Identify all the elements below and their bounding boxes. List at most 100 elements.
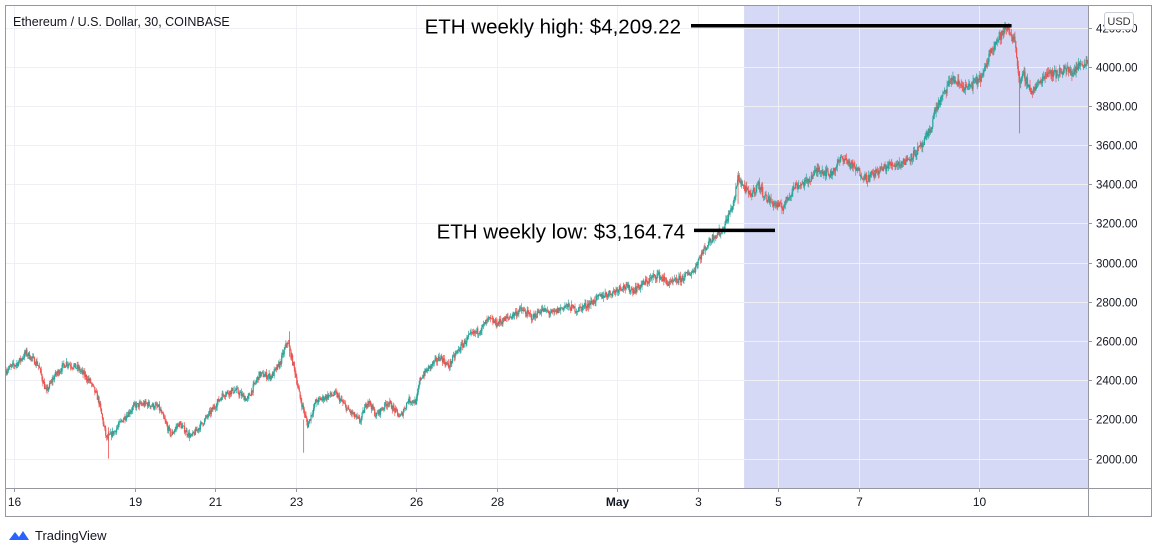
candle-body	[915, 154, 917, 157]
candle-body	[821, 170, 823, 172]
candle-body	[701, 252, 703, 255]
candle-body	[52, 378, 54, 382]
candle-body	[247, 395, 249, 399]
candle-body	[1024, 71, 1026, 82]
candle-body	[858, 168, 860, 171]
candle-body	[626, 284, 628, 286]
currency-badge[interactable]: USD	[1104, 12, 1134, 30]
candle-body	[906, 158, 908, 161]
candle-body	[143, 402, 145, 406]
candle-body	[571, 304, 574, 306]
candle-body	[1026, 77, 1028, 84]
candle-body	[26, 349, 28, 356]
candle-body	[270, 375, 272, 380]
candle-body	[533, 314, 535, 318]
candle-body	[295, 374, 297, 377]
candle-body	[866, 175, 868, 183]
candle-body	[90, 378, 92, 384]
y-tick-label: 2200.00	[1096, 415, 1138, 427]
candle-body	[129, 412, 131, 415]
candle-body	[168, 426, 171, 429]
candle-body	[979, 74, 982, 82]
candle-body	[1061, 71, 1063, 75]
candle-body	[890, 164, 892, 166]
candle-body	[408, 397, 410, 403]
candle-body	[100, 403, 102, 409]
candle-body	[914, 150, 916, 157]
candle-body	[514, 313, 516, 316]
candle-body	[480, 330, 482, 333]
candle-body	[567, 303, 569, 308]
candle-body	[261, 372, 264, 374]
candle-body	[659, 277, 662, 280]
candle-body	[553, 310, 555, 312]
candle-body	[43, 381, 46, 389]
candle-body	[838, 160, 840, 162]
tradingview-logo[interactable]: TradingView	[8, 526, 107, 544]
candle-body	[434, 358, 436, 361]
candle-body	[854, 165, 856, 169]
candle-body	[214, 407, 217, 409]
candle-body	[790, 195, 792, 197]
candle-body	[321, 398, 323, 401]
candle-body	[76, 365, 78, 369]
candle-body	[744, 187, 746, 192]
candle-body	[920, 143, 922, 146]
candle-body	[1011, 36, 1014, 42]
candle-body	[702, 250, 704, 255]
candle-body	[361, 412, 363, 418]
candle-body	[101, 413, 103, 418]
candle-body	[58, 370, 60, 375]
candle-body	[271, 375, 273, 378]
candle-body	[494, 319, 496, 323]
candle-body	[698, 258, 700, 261]
candle-body	[922, 144, 924, 148]
candle-body	[235, 390, 237, 391]
candle-body	[844, 158, 846, 160]
candle-body	[608, 290, 610, 294]
candle-body	[281, 352, 284, 356]
candle-body	[291, 355, 294, 366]
candle-body	[923, 137, 926, 146]
candle-body	[586, 304, 589, 308]
candle-body	[677, 281, 679, 283]
candle-body	[595, 296, 597, 303]
candle-body	[886, 166, 889, 169]
candle-body	[940, 96, 942, 102]
candle-body	[431, 364, 433, 366]
candle-body	[246, 398, 248, 399]
candle-body	[897, 163, 899, 166]
candle-body	[274, 368, 276, 370]
candle-body	[488, 316, 491, 318]
candle-body	[921, 143, 923, 148]
candle-body	[748, 190, 750, 194]
candle-body	[93, 385, 95, 388]
candle-body	[700, 252, 703, 260]
candle-body	[1056, 74, 1058, 79]
candle-body	[251, 390, 253, 393]
candle-body	[54, 371, 57, 376]
candle-body	[88, 378, 90, 381]
candle-body	[1012, 38, 1014, 42]
candle-body	[855, 167, 858, 171]
candle-body	[653, 274, 656, 276]
candle-body	[812, 175, 814, 179]
candle-body	[675, 278, 677, 282]
candle-body	[939, 101, 941, 106]
candle-body	[679, 276, 682, 283]
candle-body	[418, 384, 420, 388]
candle-body	[483, 322, 486, 324]
candle-body	[287, 343, 289, 344]
candle-body	[615, 289, 617, 293]
candle-body	[756, 184, 758, 189]
candle-body	[167, 426, 170, 431]
candle-body	[971, 85, 973, 90]
candle-body	[856, 167, 858, 171]
candle-body	[402, 411, 404, 416]
candle-body	[555, 309, 558, 314]
candle-body	[549, 313, 551, 315]
candle-body	[536, 310, 538, 318]
candle-body	[184, 431, 186, 433]
